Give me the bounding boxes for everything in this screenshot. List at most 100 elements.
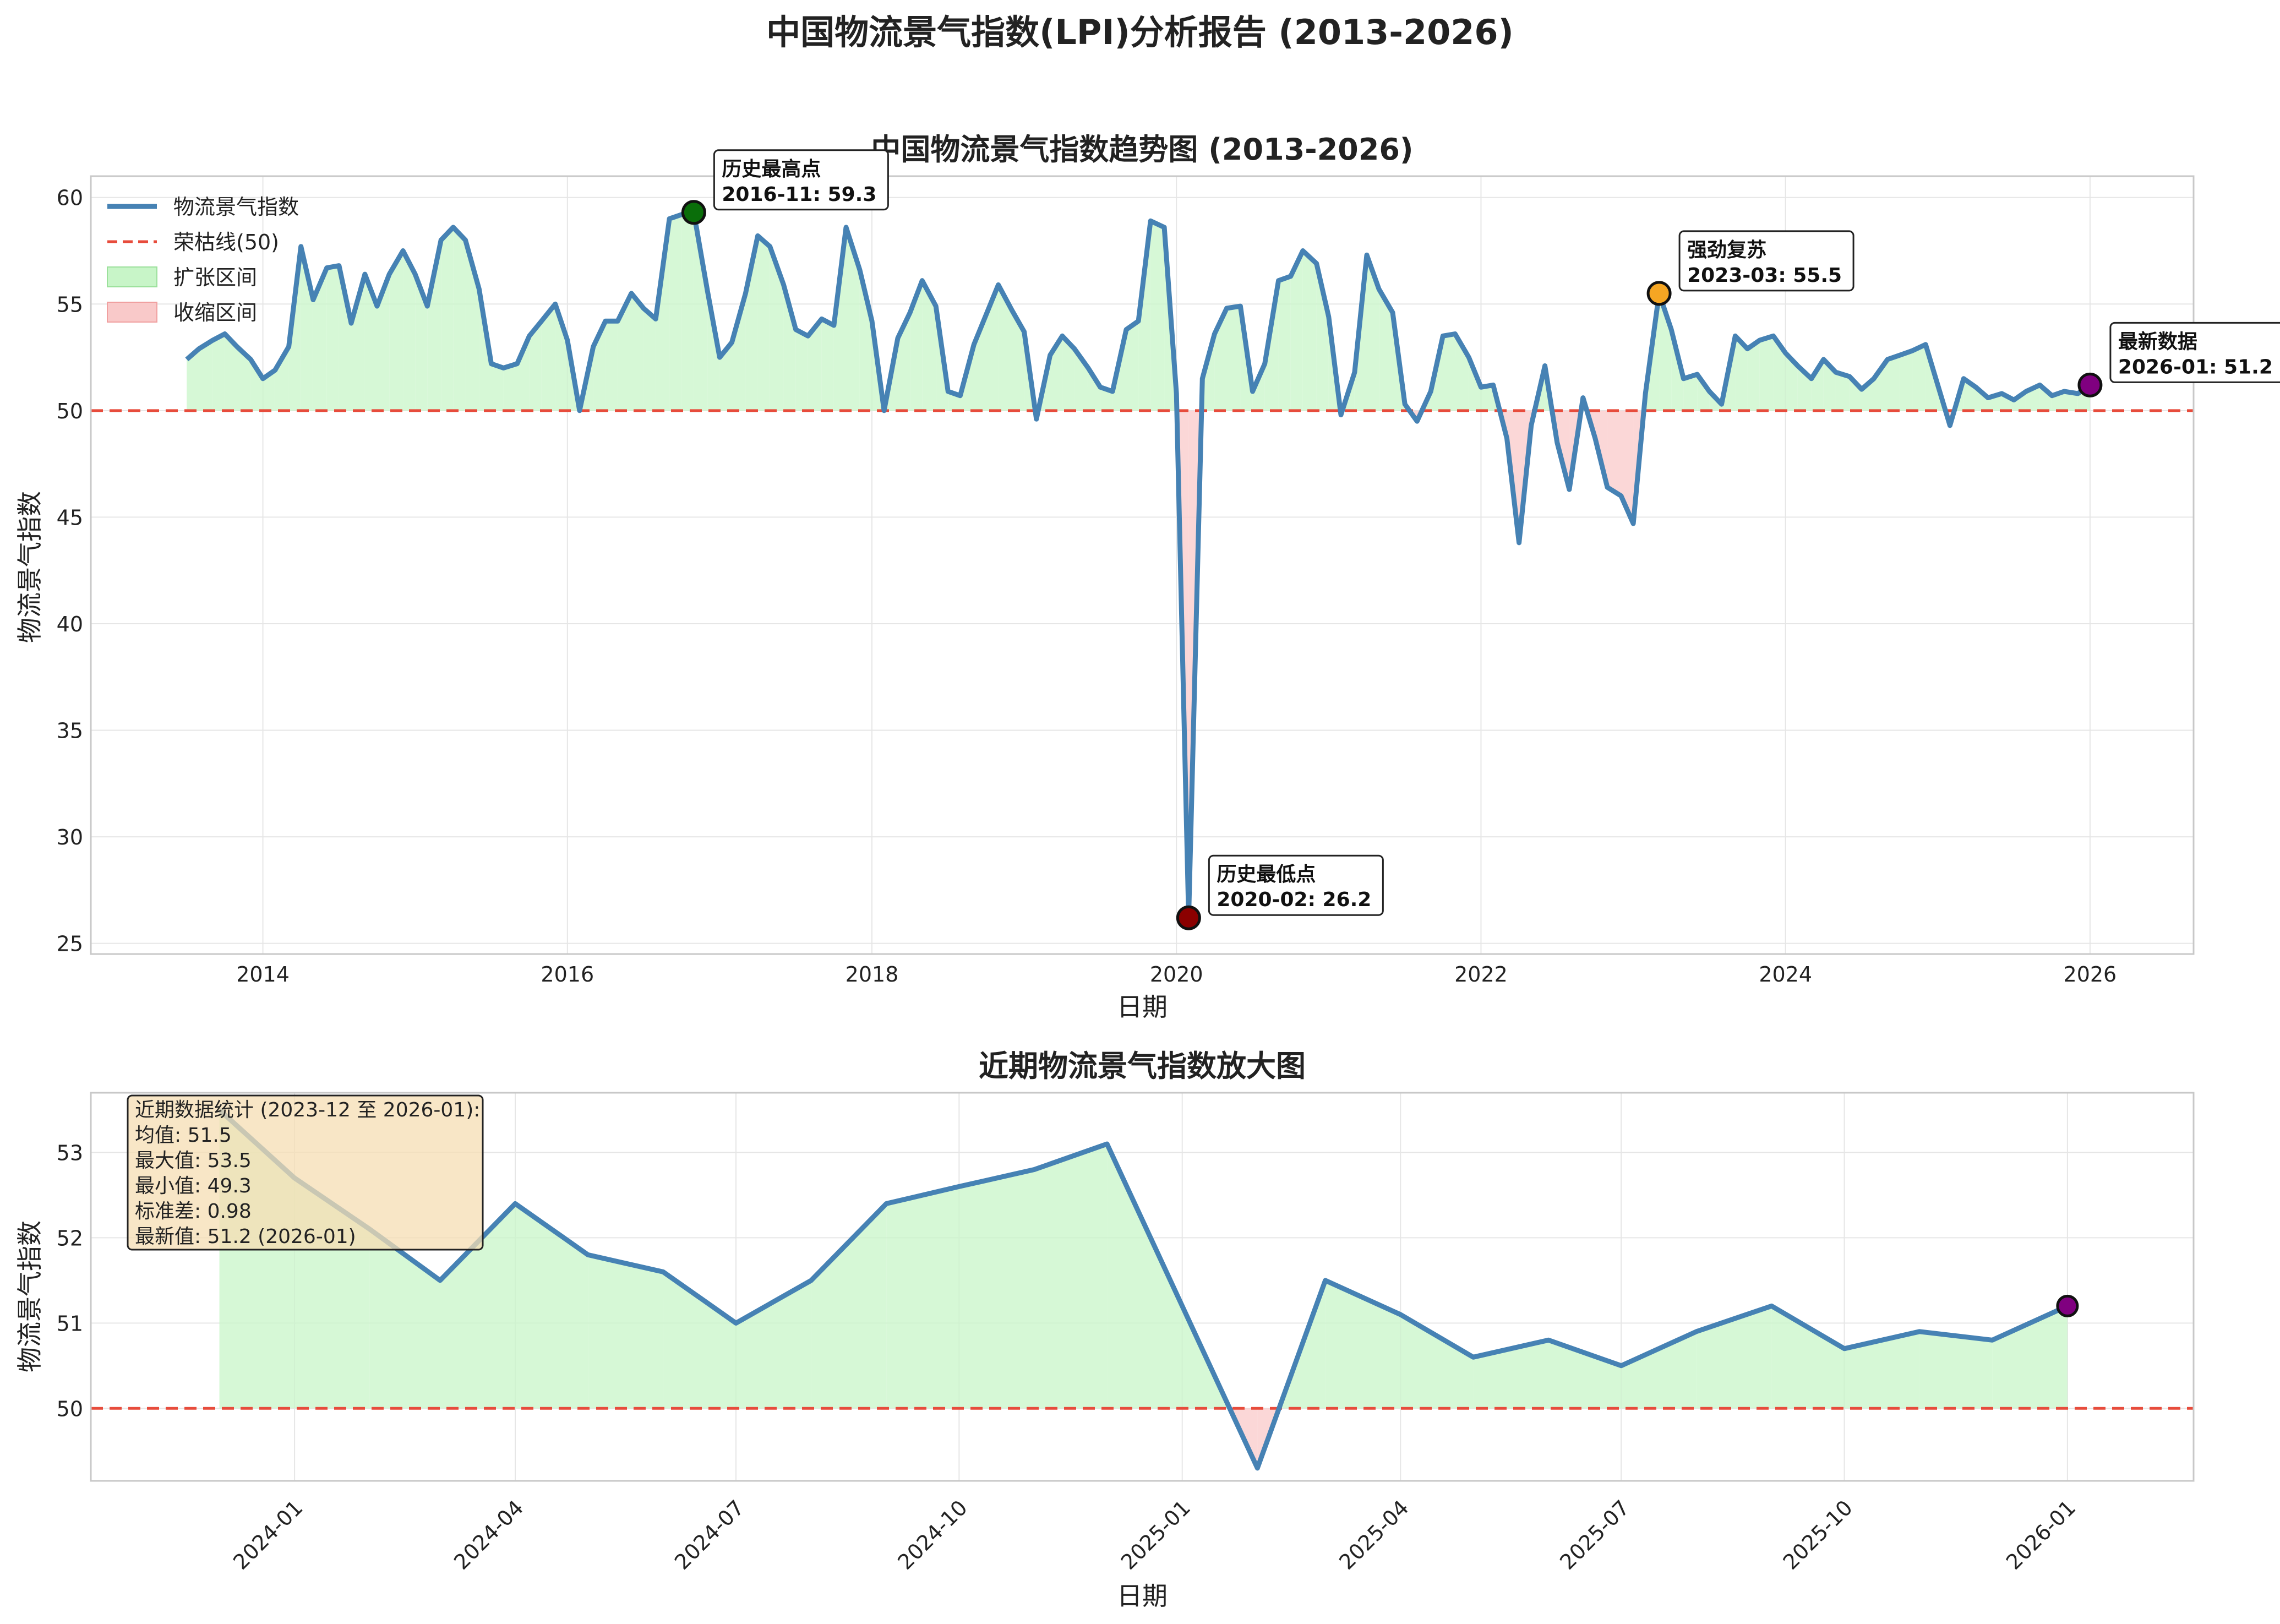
figure-suptitle: 中国物流景气指数(LPI)分析报告 (2013-2026) [766,12,1514,52]
expansion-fill [377,274,390,411]
stats-line: 最小值: 49.3 [135,1175,252,1197]
expansion-fill [199,340,213,411]
expansion-fill [1107,1143,1182,1409]
expansion-fill [1126,321,1139,411]
y-tick-label: 45 [57,505,83,530]
expansion-fill [735,1280,811,1409]
expansion-fill [1138,221,1151,411]
x-tick-label: 2025-01 [1116,1495,1195,1574]
expansion-fill [1100,387,1113,411]
expansion-fill [263,370,275,411]
y-tick-label: 52 [57,1226,83,1250]
expansion-fill [1473,1340,1549,1409]
trend-chart: 中国物流景气指数趋势图 (2013-2026) 日期 物流景气指数 25 30 35… [15,132,2280,1022]
expansion-fill [1481,385,1493,411]
expansion-fill [1012,310,1024,411]
expansion-fill [491,363,504,411]
expansion-fill [1316,263,1329,411]
expansion-fill [515,1203,588,1409]
annotation-label: 最新数据 [2118,330,2197,353]
expansion-fill [364,274,378,411]
y-tick-label: 35 [57,719,83,743]
annotation-marker [1176,905,1201,930]
expansion-fill [656,219,670,411]
expansion-fill [663,1272,736,1409]
x-tick-label: 2026-01 [2001,1495,2080,1574]
expansion-fill [275,346,289,411]
contraction-fill [1607,410,1621,496]
zoom-chart-title: 近期物流景气指数放大图 [979,1049,1306,1083]
expansion-fill [811,1203,887,1409]
expansion-fill [732,293,746,411]
expansion-fill [1400,1314,1474,1409]
zoom-chart: 近期物流景气指数放大图 日期 物流景气指数 50 51 52 53 2024-01 202… [15,1049,2195,1611]
expansion-fill [212,334,225,411]
x-tick-label: 2025-10 [1779,1495,1857,1574]
trend-chart-title: 中国物流景气指数趋势图 (2013-2026) [871,132,1413,167]
stats-line: 最大值: 53.5 [135,1149,252,1172]
expansion-fill [237,346,251,411]
expansion-fill [846,227,860,411]
annotation-box [2109,321,2280,383]
expansion-fill [1278,276,1291,411]
series-line [185,210,2092,920]
expansion-fill [555,304,568,411]
y-tick-label: 60 [57,186,83,210]
expansion-fill [757,236,770,411]
expansion-fill [770,246,784,411]
annotation-label: 2016-11: 59.3 [722,183,876,206]
x-tick-label: 2024-04 [449,1495,528,1574]
zoom-chart-ylabel: 物流景气指数 [15,1220,45,1372]
expansion-fill [1874,359,1888,411]
expansion-fill [808,319,822,411]
expansion-fill [1773,336,1786,411]
expansion-fill [250,359,263,411]
expansion-fill [643,308,656,411]
stats-line: 均值: 51.5 [135,1124,232,1147]
expansion-fill [1290,250,1303,411]
expansion-fill [859,270,872,411]
expansion-fill [605,321,618,411]
expansion-fill [389,250,403,411]
expansion-fill [517,336,530,411]
expansion-fill [886,1186,959,1409]
expansion-fill [986,285,999,411]
stats-box-frame [127,1094,484,1251]
expansion-fill [795,329,808,411]
expansion-fill [326,265,339,411]
expansion-fill [1150,221,1165,411]
expansion-fill [453,227,466,411]
y-tick-label: 51 [57,1311,83,1336]
annotation-label: 历史最低点 [1217,863,1316,886]
expansion-fill [1683,374,1698,411]
annotation-box [713,149,889,211]
stats-line: 标准差: 0.98 [135,1200,252,1223]
expansion-fill [821,319,834,411]
legend-swatch-expansion [107,266,157,287]
stats-line: 近期数据统计 (2023-12 至 2026-01): [135,1099,480,1121]
annotation-label: 2020-02: 26.2 [1217,889,1371,911]
expansion-fill [833,227,846,411]
expansion-fill [681,212,694,411]
expansion-fill [1849,376,1862,411]
stats-line: 最新值: 51.2 (2026-01) [135,1225,356,1248]
expansion-fill [1034,1143,1108,1409]
expansion-fill [588,1255,663,1409]
x-tick-label: 2025-04 [1334,1495,1413,1574]
expansion-fill [618,293,631,411]
legend-swatch-contraction [107,302,157,323]
latest-point-marker [2056,1294,2079,1317]
x-tick-label: 2025-07 [1555,1495,1634,1574]
expansion-fill [910,280,923,411]
annotation-box [1208,854,1384,916]
expansion-fill [503,363,517,411]
expansion-fill [694,212,708,411]
legend-label: 物流景气指数 [173,195,299,219]
expansion-fill [369,1229,440,1409]
expansion-fill [998,285,1012,411]
expansion-fill [313,268,327,411]
expansion-fill [1548,1340,1622,1409]
x-tick-label: 2014 [236,962,290,987]
contraction-fill [1621,410,1634,524]
